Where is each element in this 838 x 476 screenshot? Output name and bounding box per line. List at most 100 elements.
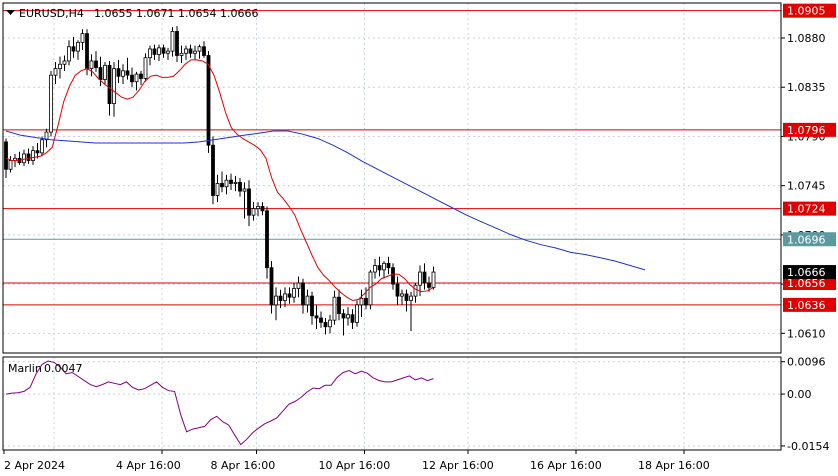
oscillator-line	[5, 360, 434, 446]
candle-bear	[319, 317, 323, 323]
candle-bull	[193, 50, 197, 54]
candle-bear	[206, 55, 211, 146]
indicator-name: Marlin	[8, 362, 42, 375]
candle-bear	[130, 74, 134, 83]
level-label: 1.0724	[787, 203, 826, 216]
candle-bull	[215, 183, 220, 196]
current-price-label: 1.0666	[787, 266, 826, 279]
symbol-label: EURUSD,H4	[19, 7, 84, 20]
candle-bear	[350, 314, 355, 323]
indicator-header: Marlin 0.0047	[8, 362, 83, 375]
candle-bear	[247, 188, 251, 216]
candle-bear	[364, 297, 368, 306]
candle-bull	[346, 314, 350, 319]
candle-bull	[373, 265, 377, 273]
candle-bear	[287, 293, 292, 298]
candle-bull	[305, 295, 310, 306]
y-tick-label: 1.0745	[787, 180, 826, 193]
level-label: 1.0905	[787, 5, 826, 18]
candle-bear	[265, 210, 269, 269]
candle-bear	[260, 206, 265, 212]
candle-bull	[76, 41, 80, 52]
indicator-value: 0.0047	[44, 362, 83, 375]
candle-bull	[413, 284, 418, 297]
ma-blue-line	[5, 130, 646, 271]
candle-bull	[233, 181, 238, 184]
candle-bear	[4, 141, 8, 170]
candle-bull	[148, 48, 152, 59]
candle-bull	[8, 160, 13, 170]
candle-bear	[404, 293, 409, 301]
candles	[4, 25, 436, 336]
candle-bear	[427, 282, 431, 288]
level-label-box	[783, 276, 836, 290]
osc-tick-label: -0.0154	[787, 440, 829, 453]
oscillator-panel-frame	[2, 356, 782, 451]
main-panel-frame	[2, 2, 782, 354]
candle-bull	[40, 139, 44, 154]
candle-bear	[220, 183, 224, 188]
candle-bull	[274, 295, 278, 306]
candle-bear	[377, 265, 382, 271]
candle-bull	[179, 52, 184, 56]
ohlc-readout: 1.0655 1.0671 1.0654 1.0666	[94, 7, 258, 20]
candle-bull	[184, 48, 188, 54]
candle-bull	[58, 63, 62, 70]
x-tick-label: 16 Apr 16:00	[530, 459, 602, 472]
candle-bear	[238, 181, 242, 192]
candle-bear	[269, 267, 274, 306]
candle-bear	[188, 48, 193, 54]
candle-bull	[121, 70, 125, 77]
x-tick-label: 8 Apr 16:00	[211, 459, 276, 472]
candle-bull	[89, 60, 94, 70]
level-label: 1.0656	[787, 277, 826, 290]
candle-bear	[98, 67, 103, 80]
candle-bull	[53, 68, 58, 76]
candle-bull	[431, 271, 436, 288]
current-price-box	[783, 265, 836, 280]
level-label-box	[783, 201, 836, 216]
candle-bull	[355, 304, 359, 323]
level-label: 1.0696	[787, 233, 826, 246]
candle-bear	[341, 313, 346, 319]
candle-bull	[134, 73, 139, 83]
y-tick-label: 1.0835	[787, 81, 826, 94]
candle-bear	[85, 33, 89, 70]
level-labels: 1.0905 1.0796 1.0724 1.0696 1.0656 1.0636 1.06…	[783, 3, 836, 312]
oscillator-axis-labels: 0.0096 0.00 -0.0154	[781, 356, 829, 453]
candle-bear	[337, 296, 341, 315]
panel-frames	[2, 2, 782, 451]
candle-bull	[67, 46, 71, 62]
candle-bear	[323, 321, 328, 328]
candle-bull	[242, 188, 247, 192]
candle-bear	[301, 282, 305, 306]
candle-bear	[125, 70, 130, 76]
candle-bull	[332, 296, 337, 321]
level-label-box	[783, 232, 836, 247]
candle-bull	[296, 282, 301, 289]
main-grid	[3, 3, 781, 353]
chart-header: EURUSD,H4 1.0655 1.0671 1.0654 1.0666	[6, 7, 258, 20]
candle-bear	[422, 271, 427, 284]
level-label-box	[783, 122, 836, 137]
candle-bull	[251, 208, 256, 216]
horizontal-levels	[3, 10, 781, 306]
candle-bull	[224, 179, 229, 188]
candle-bull	[283, 293, 287, 301]
candle-bull	[44, 131, 49, 141]
level-label-box	[783, 297, 836, 312]
price-axis-labels: 1.08801.08351.07901.07451.07001.06551.06…	[781, 32, 826, 340]
x-tick-label: 12 Apr 16:00	[422, 459, 494, 472]
candle-bear	[107, 64, 112, 105]
candle-bull	[166, 50, 170, 54]
candle-bear	[310, 295, 314, 317]
candle-bear	[314, 315, 319, 319]
moving-averages	[5, 59, 646, 302]
candle-bear	[94, 60, 98, 68]
dropdown-triangle-icon[interactable]	[6, 10, 15, 15]
candle-bear	[71, 46, 76, 52]
candle-bull	[256, 206, 260, 210]
time-axis-labels: 2 Apr 2024 4 Apr 16:00 8 Apr 16:00 10 Apr 1…	[3, 450, 710, 472]
level-label: 1.0636	[787, 299, 826, 312]
x-tick-label: 18 Apr 16:00	[638, 459, 710, 472]
